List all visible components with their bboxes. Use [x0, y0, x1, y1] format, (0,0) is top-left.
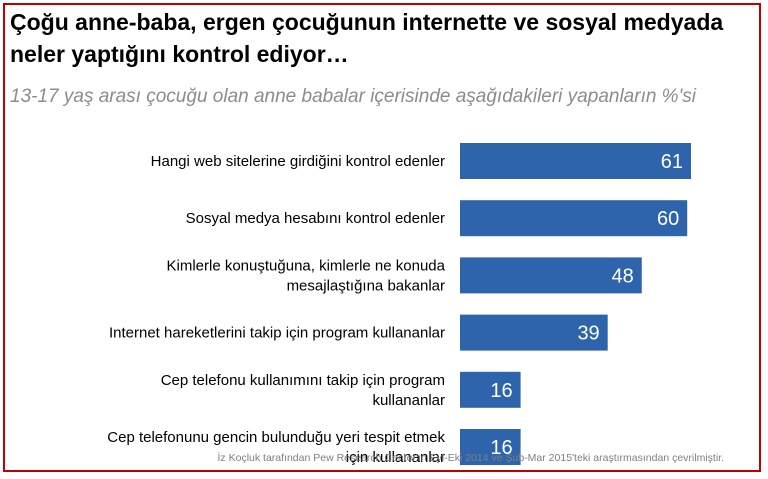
source-note: İz Koçluk tarafından Pew Research Center… [217, 452, 724, 464]
category-label-5: Cep telefonu kullanımını takip için prog… [161, 372, 445, 409]
bar-1 [460, 143, 691, 179]
chart-subtitle: 13-17 yaş arası çocuğu olan anne babalar… [10, 86, 696, 107]
chart-title: Çoğu anne-baba, ergen çocuğunun internet… [10, 9, 724, 67]
bar-4 [460, 314, 608, 351]
bar-value-label-2: 60 [657, 208, 679, 230]
category-label-2: Sosyal medya hesabını kontrol edenler [186, 210, 445, 227]
bar-2 [460, 200, 688, 237]
bar-value-label-1: 61 [661, 151, 683, 173]
bar-5 [460, 371, 521, 408]
category-label-1: Hangi web sitelerine girdiğini kontrol e… [151, 153, 445, 170]
bar-3 [460, 257, 642, 294]
bar-value-label-4: 39 [577, 323, 599, 345]
category-label-6: Cep telefonunu gencin bulunduğu yeri tes… [107, 429, 445, 466]
chart-frame [3, 3, 761, 472]
bar-6 [460, 429, 521, 465]
bar-value-label-5: 16 [490, 380, 512, 402]
category-label-4: Internet hareketlerini takip için progra… [109, 325, 445, 342]
bar-value-label-3: 48 [612, 265, 634, 287]
bar-value-label-6: 16 [490, 437, 512, 459]
category-label-3: Kimlerle konuştuğuna, kimlerle ne konuda… [167, 257, 446, 294]
